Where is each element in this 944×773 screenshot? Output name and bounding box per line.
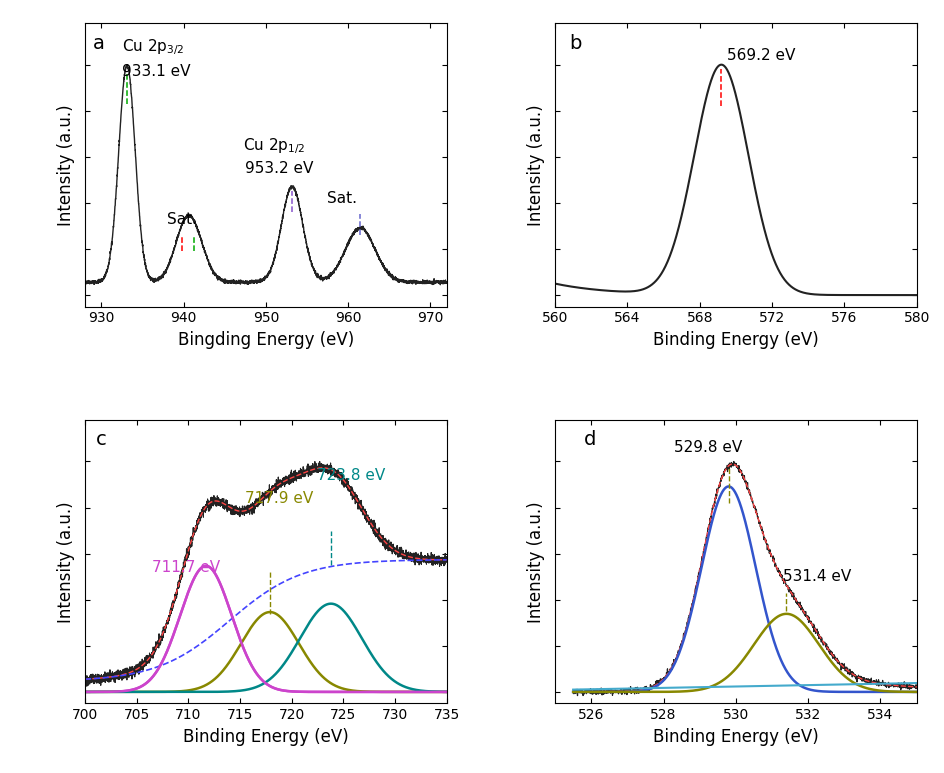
Y-axis label: Intensity (a.u.): Intensity (a.u.) bbox=[526, 501, 544, 622]
Text: 529.8 eV: 529.8 eV bbox=[674, 441, 742, 455]
Text: 717.9 eV: 717.9 eV bbox=[244, 491, 313, 506]
Y-axis label: Intensity (a.u.): Intensity (a.u.) bbox=[526, 104, 544, 226]
Text: 953.2 eV: 953.2 eV bbox=[245, 161, 313, 176]
Text: 933.1 eV: 933.1 eV bbox=[122, 64, 191, 79]
X-axis label: Binding Energy (eV): Binding Energy (eV) bbox=[652, 728, 818, 746]
Text: b: b bbox=[569, 33, 582, 53]
Text: 711.7 eV: 711.7 eV bbox=[152, 560, 220, 575]
Text: a: a bbox=[93, 33, 105, 53]
Text: Sat.: Sat. bbox=[328, 191, 357, 206]
Y-axis label: Intensity (a.u.): Intensity (a.u.) bbox=[57, 501, 75, 622]
Text: 723.8 eV: 723.8 eV bbox=[317, 468, 385, 483]
X-axis label: Binding Energy (eV): Binding Energy (eV) bbox=[652, 331, 818, 349]
Text: 569.2 eV: 569.2 eV bbox=[726, 48, 794, 63]
X-axis label: Binding Energy (eV): Binding Energy (eV) bbox=[183, 728, 348, 746]
X-axis label: Bingding Energy (eV): Bingding Energy (eV) bbox=[177, 331, 354, 349]
Y-axis label: Intensity (a.u.): Intensity (a.u.) bbox=[57, 104, 75, 226]
Text: 531.4 eV: 531.4 eV bbox=[782, 569, 851, 584]
Text: Sat.: Sat. bbox=[167, 212, 197, 226]
Text: c: c bbox=[95, 431, 106, 449]
Text: Cu 2p$_{1/2}$: Cu 2p$_{1/2}$ bbox=[243, 135, 305, 155]
Text: d: d bbox=[583, 431, 596, 449]
Text: Cu 2p$_{3/2}$: Cu 2p$_{3/2}$ bbox=[122, 36, 184, 56]
